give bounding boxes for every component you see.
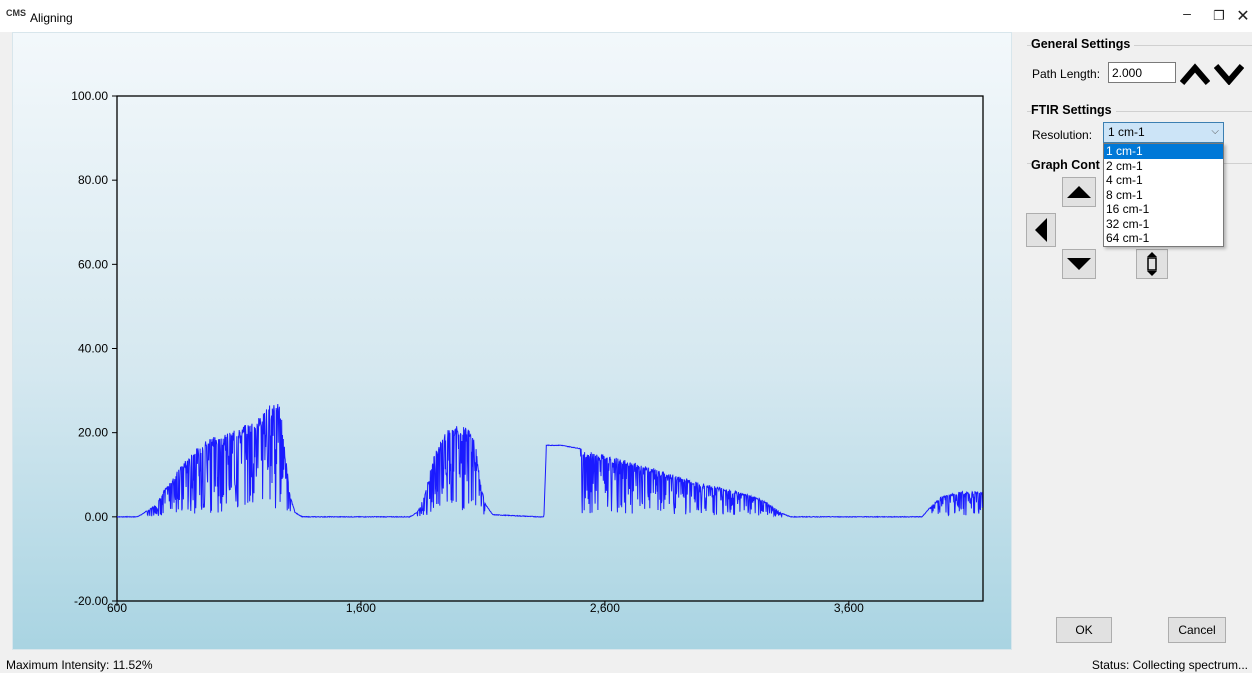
resolution-option[interactable]: 32 cm-1 [1106,216,1150,231]
spectrum-chart[interactable]: -20.00 0.00 20.00 40.00 60.00 80.00 100.00 600 1… [12,32,1012,650]
increase-button[interactable] [1179,58,1211,90]
x-tick-label: 2,600 [590,601,620,615]
pan-left-button[interactable] [1026,213,1056,247]
pan-up-button[interactable] [1062,177,1096,207]
resolution-option[interactable]: 16 cm-1 [1106,202,1150,216]
resolution-selected-value: 1 cm-1 [1108,125,1145,139]
group-divider [1027,45,1252,46]
chevron-down-icon [1214,64,1244,85]
resolution-option[interactable]: 8 cm-1 [1106,187,1143,202]
general-settings-title: General Settings [1031,37,1135,51]
minimize-button[interactable]: – [1183,5,1191,21]
resolution-option[interactable]: 2 cm-1 [1106,158,1143,173]
chart-svg: -20.00 0.00 20.00 40.00 60.00 80.00 100.00 600 1… [71,89,984,615]
y-tick-label: 100.00 [71,89,108,103]
chevron-up-icon [1180,63,1210,85]
y-tick-label: -20.00 [74,594,108,608]
group-divider [1027,111,1252,112]
y-tick-label: 60.00 [78,257,108,271]
autoscale-button[interactable] [1136,249,1168,279]
y-tick-label: 20.00 [78,426,108,440]
triangle-down-icon [1067,258,1091,270]
ok-button[interactable]: OK [1056,617,1112,643]
status-text: Status: Collecting spectrum... [1091,658,1248,672]
spectrum-line [117,403,983,519]
decrease-button[interactable] [1213,58,1245,90]
path-length-input[interactable] [1108,62,1176,83]
resolution-label: Resolution: [1032,128,1093,142]
title-bar: CMS Aligning – ❐ ✕ [0,0,1252,32]
cancel-button[interactable]: Cancel [1168,617,1226,643]
x-tick-label: 600 [107,601,127,615]
expand-vertical-icon [1147,252,1157,276]
x-tick-label: 1,600 [346,601,376,615]
x-tick-label: 3,600 [834,601,864,615]
resolution-select[interactable]: 1 cm-1 ⌵ [1103,122,1224,143]
triangle-up-icon [1067,186,1091,198]
y-tick-label: 80.00 [78,173,108,187]
resolution-option[interactable]: 64 cm-1 [1106,231,1150,245]
chevron-down-icon: ⌵ [1211,126,1219,137]
plot-frame [116,95,984,602]
y-tick-label: 0.00 [85,510,109,524]
triangle-left-icon [1035,218,1047,242]
ftir-settings-title: FTIR Settings [1031,103,1116,117]
graph-controls-title: Graph Cont [1031,158,1104,172]
resolution-option[interactable]: 1 cm-1 [1104,144,1223,159]
max-intensity-text: Maximum Intensity: 11.52% [6,658,153,672]
app-icon: CMS [6,8,26,18]
y-tick-label: 40.00 [78,342,108,356]
path-length-label: Path Length: [1032,67,1101,81]
resolution-dropdown-list: 1 cm-1 2 cm-1 4 cm-1 8 cm-1 16 cm-1 32 cm-1 64… [1103,143,1224,247]
close-button[interactable]: ✕ [1236,8,1250,25]
pan-down-button[interactable] [1062,249,1096,279]
resolution-option[interactable]: 4 cm-1 [1106,173,1143,187]
status-bar: Maximum Intensity: 11.52% Status: Collec… [0,650,1252,673]
window-title: Aligning [30,11,73,25]
settings-panel: General Settings Path Length: FTIR Setti… [1023,32,1252,650]
restore-button[interactable]: ❐ [1213,8,1225,23]
